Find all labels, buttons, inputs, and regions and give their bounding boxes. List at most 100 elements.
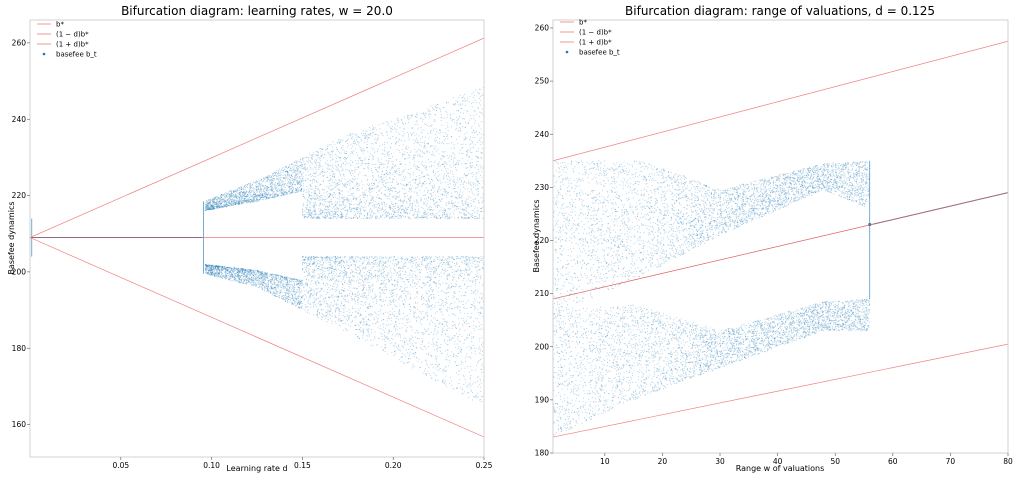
basefee-point <box>395 131 397 133</box>
basefee-point <box>474 260 476 263</box>
basefee-point <box>210 273 212 275</box>
basefee-point <box>233 267 235 269</box>
basefee-point <box>416 133 418 135</box>
basefee-point <box>454 181 456 183</box>
basefee-point <box>414 352 416 354</box>
basefee-point <box>272 173 275 175</box>
basefee-point <box>441 142 443 144</box>
basefee-point <box>328 261 331 263</box>
basefee-point <box>342 169 344 171</box>
basefee-point <box>225 272 227 274</box>
basefee-point <box>407 291 409 293</box>
basefee-point <box>276 283 278 286</box>
basefee-point <box>467 256 469 258</box>
basefee-point <box>462 257 464 259</box>
basefee-point <box>216 266 218 268</box>
basefee-point <box>267 283 269 285</box>
basefee-point <box>377 263 379 266</box>
basefee-point <box>287 290 289 292</box>
basefee-point <box>443 300 445 302</box>
basefee-point <box>322 199 324 201</box>
basefee-point <box>319 214 321 216</box>
basefee-point <box>480 174 482 176</box>
basefee-point <box>480 278 482 280</box>
basefee-point <box>348 209 350 212</box>
basefee-point <box>405 257 407 259</box>
basefee-point <box>425 348 427 350</box>
basefee-point <box>347 144 349 146</box>
basefee-point <box>316 269 318 271</box>
basefee-point <box>408 139 410 141</box>
basefee-point <box>384 300 387 302</box>
basefee-point <box>328 307 330 309</box>
basefee-point <box>396 259 398 261</box>
basefee-point <box>229 197 231 199</box>
basefee-point <box>300 161 302 163</box>
basefee-point <box>328 275 330 277</box>
basefee-point <box>464 202 466 205</box>
basefee-point <box>471 125 473 127</box>
basefee-point <box>427 354 429 356</box>
basefee-point <box>452 153 454 155</box>
basefee-point <box>427 296 429 298</box>
basefee-point <box>431 107 434 109</box>
basefee-point <box>402 347 404 349</box>
basefee-point <box>301 307 303 310</box>
basefee-point <box>410 217 412 220</box>
basefee-point <box>461 199 463 202</box>
basefee-point <box>382 350 384 352</box>
basefee-point <box>265 187 267 189</box>
basefee-point <box>366 256 368 258</box>
basefee-point <box>303 262 305 264</box>
basefee-point <box>258 180 260 182</box>
basefee-point <box>425 161 427 163</box>
basefee-point <box>356 294 358 296</box>
basefee-point <box>447 181 449 183</box>
basefee-point <box>352 151 354 153</box>
basefee-point <box>448 186 451 188</box>
basefee-point <box>346 274 348 276</box>
basefee-point <box>426 282 428 284</box>
basefee-point <box>334 205 336 208</box>
basefee-point <box>426 217 428 219</box>
basefee-point <box>213 269 215 271</box>
basefee-point <box>329 314 332 316</box>
basefee-point <box>311 185 313 188</box>
basefee-point <box>285 281 287 284</box>
basefee-point <box>462 126 464 128</box>
basefee-point <box>380 176 382 178</box>
basefee-point <box>414 141 416 143</box>
basefee-point <box>306 208 308 210</box>
basefee-point <box>344 150 346 152</box>
basefee-point <box>461 362 463 364</box>
basefee-point <box>419 156 421 158</box>
basefee-point <box>335 316 337 319</box>
basefee-point <box>448 160 450 162</box>
basefee-point <box>394 186 396 188</box>
basefee-point <box>419 141 421 143</box>
basefee-point <box>266 197 268 199</box>
basefee-point <box>275 284 277 286</box>
basefee-point <box>417 263 419 265</box>
basefee-point <box>477 362 479 364</box>
basefee-point <box>425 283 427 285</box>
basefee-point <box>335 213 337 215</box>
basefee-point <box>411 185 413 187</box>
basefee-point <box>298 293 301 295</box>
basefee-point <box>448 208 450 210</box>
basefee-point <box>354 169 356 171</box>
basefee-point <box>263 278 265 280</box>
basefee-point <box>330 203 333 205</box>
basefee-point <box>416 329 418 331</box>
basefee-point <box>431 180 434 182</box>
basefee-point <box>396 333 398 335</box>
basefee-point <box>307 306 309 308</box>
basefee-point <box>320 256 322 258</box>
basefee-point <box>287 286 289 288</box>
basefee-point <box>274 276 276 278</box>
basefee-point <box>395 324 397 326</box>
basefee-point <box>294 173 297 175</box>
basefee-point <box>319 208 321 210</box>
basefee-point <box>321 316 323 318</box>
basefee-point <box>329 201 331 203</box>
